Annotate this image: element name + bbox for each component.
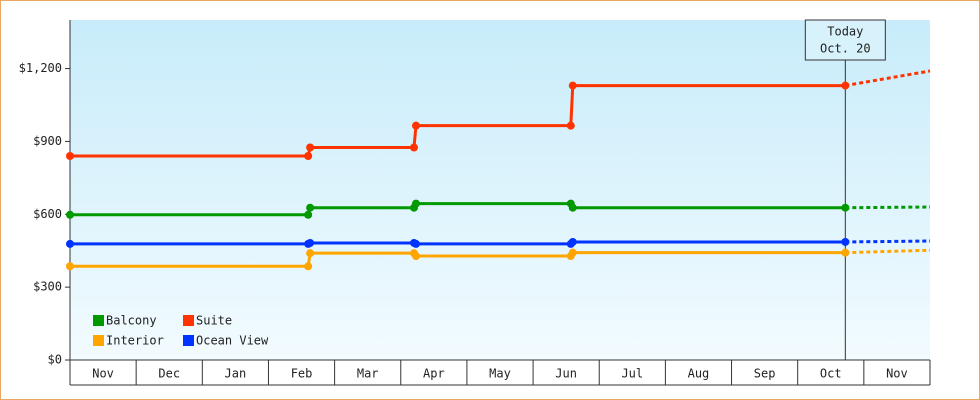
- point: [411, 199, 420, 208]
- point: [306, 249, 315, 258]
- legend-swatch: [183, 335, 194, 346]
- forecast-line: [845, 69, 931, 88]
- today-box: [804, 19, 886, 61]
- point: [306, 143, 315, 152]
- point: [306, 238, 315, 247]
- legend-swatch: [93, 335, 104, 346]
- forecast-line: [845, 248, 931, 255]
- forecast-line: [845, 239, 931, 244]
- point: [841, 248, 850, 257]
- y-tick-label: $0: [48, 353, 62, 367]
- today-label: Oct. 20: [820, 42, 871, 56]
- y-tick-label: $900: [33, 134, 62, 148]
- x-tick-label: May: [489, 367, 511, 381]
- point: [566, 121, 575, 130]
- point: [568, 248, 577, 257]
- plot-area: [70, 20, 930, 360]
- x-tick-label: Dec: [158, 367, 180, 381]
- x-tick-label: Feb: [291, 367, 313, 381]
- legend-label: Ocean View: [196, 334, 269, 348]
- point: [66, 239, 74, 248]
- today-label: Today: [827, 25, 863, 39]
- x-tick-label: Mar: [357, 367, 379, 381]
- x-tick-label: Jun: [555, 367, 577, 381]
- point: [841, 203, 850, 212]
- point: [66, 262, 74, 271]
- x-tick-label: Aug: [688, 367, 710, 381]
- legend-label: Balcony: [106, 314, 157, 328]
- x-tick-label: Nov: [886, 367, 908, 381]
- point: [411, 252, 420, 261]
- x-tick-label: Apr: [423, 367, 445, 381]
- legend-swatch: [183, 315, 194, 326]
- x-tick-label: Jul: [621, 367, 643, 381]
- point: [304, 152, 313, 160]
- forecast-line: [845, 205, 931, 210]
- legend-label: Suite: [196, 314, 232, 328]
- legend-swatch: [93, 315, 104, 326]
- point: [841, 237, 850, 246]
- point: [304, 210, 313, 219]
- legend-label: Interior: [106, 334, 164, 348]
- point: [568, 81, 577, 90]
- y-tick-label: $1,200: [19, 61, 62, 75]
- point: [66, 210, 74, 219]
- y-tick-label: $300: [33, 280, 62, 294]
- x-tick-label: Sep: [754, 367, 776, 381]
- y-tick-label: $600: [33, 207, 62, 221]
- x-tick-label: Jan: [225, 367, 247, 381]
- point: [304, 262, 313, 271]
- point: [411, 239, 420, 248]
- point: [306, 203, 315, 212]
- x-tick-label: Oct: [820, 367, 842, 381]
- point: [568, 237, 577, 246]
- point: [66, 152, 74, 160]
- point: [841, 81, 850, 90]
- point: [568, 203, 577, 212]
- point: [411, 121, 420, 130]
- point: [410, 143, 418, 152]
- x-tick-label: Nov: [92, 367, 114, 381]
